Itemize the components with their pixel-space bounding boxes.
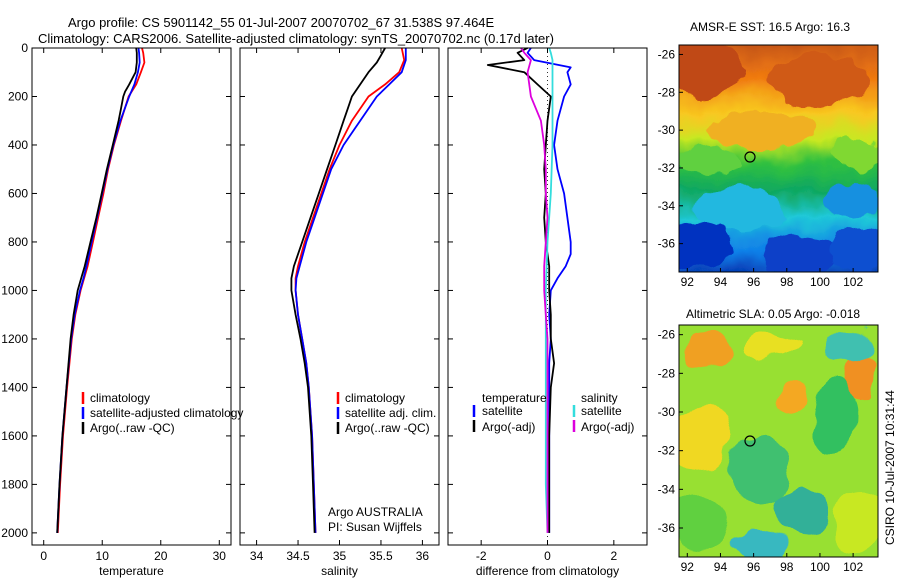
map-x-tick-label: 102: [843, 275, 863, 289]
x-tick-label: -2: [476, 549, 487, 563]
x-tick-label: 36: [416, 549, 430, 563]
legend-label-satellite: satellite-adjusted climatology: [90, 406, 243, 420]
figure-title-line1: Argo profile: CS 5901142_55 01-Jul-2007 …: [68, 15, 495, 30]
sst-map-title: AMSR-E SST: 16.5 Argo: 16.3: [690, 20, 850, 34]
x-tick-label: 30: [213, 549, 227, 563]
temperature-legend: climatology satellite-adjusted climatolo…: [81, 391, 243, 435]
x-tick-label: 2: [610, 549, 617, 563]
x-tick-label: 0: [40, 549, 47, 563]
series-line-satellite-adjusted-climatology: [56, 47, 141, 533]
map-x-tick-label: 94: [714, 275, 728, 289]
series-line-salinity-argo-adj-: [520, 47, 549, 533]
series-line-salinity-satellite: [544, 47, 554, 533]
salinity-legend: climatology satellite adj. clim. Argo(..…: [328, 391, 436, 534]
y-tick-label: 2000: [1, 526, 28, 540]
legend-label-sal-argo: Argo(-adj): [581, 420, 634, 434]
series-line-argo-raw-qc-: [56, 47, 138, 533]
figure-title-line2: Climatology: CARS2006. Satellite-adjuste…: [38, 31, 554, 46]
legend-label-satellite: satellite adj. clim.: [345, 406, 436, 420]
y-tick-label: 200: [8, 89, 28, 103]
map-x-tick-label: 96: [747, 275, 761, 289]
sst-map-frame: [678, 44, 879, 273]
map-y-tick-label: -30: [658, 405, 676, 419]
side-timestamp-label: CSIRO 10-Jul-2007 10:31:44: [883, 390, 897, 545]
y-tick-label: 0: [21, 41, 28, 55]
x-tick-label: 20: [154, 549, 168, 563]
x-tick-label: 35.5: [369, 549, 393, 563]
map-y-tick-label: -32: [658, 161, 676, 175]
y-tick-label: 1800: [1, 477, 28, 491]
series-line-temperature-argo-adj-: [486, 47, 555, 533]
map-y-tick-label: -26: [658, 47, 676, 61]
y-tick-label: 400: [8, 138, 28, 152]
map-x-tick-label: 98: [780, 275, 794, 289]
series-line-temperature-satellite: [526, 47, 572, 533]
salinity-panel: 34 34.5 35 35.5 36 salinity: [239, 47, 440, 578]
map-y-tick-label: -34: [658, 199, 676, 213]
legend-label-argo: Argo(..raw -QC): [90, 421, 175, 435]
legend-label-climatology: climatology: [345, 391, 405, 405]
x-tick-label: 34.5: [286, 549, 310, 563]
legend-label-sal-satellite: satellite: [581, 404, 622, 418]
x-tick-label: 0: [544, 549, 551, 563]
x-tick-label: 35: [333, 549, 347, 563]
map-x-tick-label: 92: [681, 275, 695, 289]
legend-heading-salinity: salinity: [581, 391, 618, 405]
sla-map-axes: 92 94 96 98 100 102 -26 -28 -30 -32 -34 -36: [658, 328, 864, 574]
y-tick-label: 1000: [1, 283, 28, 297]
x-tick-label: 10: [96, 549, 110, 563]
map-x-tick-label: 100: [810, 275, 830, 289]
series-line-satellite-adj-clim-: [294, 48, 407, 533]
map-x-tick-label: 96: [747, 560, 761, 574]
x-tick-label: 34: [250, 549, 264, 563]
sst-map: AMSR-E SST: 16.5 Argo: 16.3 92 94 96 98 100 1…: [658, 20, 879, 289]
map-x-tick-label: 98: [780, 560, 794, 574]
y-tick-label: 600: [8, 186, 28, 200]
map-y-tick-label: -32: [658, 444, 676, 458]
sla-map: Altimetric SLA: 0.05 Argo: -0.018 92 94 96…: [658, 307, 879, 574]
map-x-tick-label: 92: [681, 560, 695, 574]
map-x-tick-label: 102: [843, 560, 863, 574]
legend-label-temp-argo: Argo(-adj): [482, 420, 535, 434]
map-y-tick-label: -28: [658, 85, 676, 99]
map-y-tick-label: -30: [658, 123, 676, 137]
sst-argo-marker: [744, 151, 756, 163]
temperature-panel: 0 10 20 30 0 200 400 600 800 1000 1200 1400 1600 1800…: [1, 41, 232, 578]
sla-map-title: Altimetric SLA: 0.05 Argo: -0.018: [686, 307, 860, 321]
map-y-tick-label: -36: [658, 237, 676, 251]
x-axis-label: salinity: [321, 564, 358, 578]
sst-map-axes: 92 94 96 98 100 102 -26 -28 -30 -32 -34 -36: [658, 47, 864, 289]
sla-argo-marker: [744, 435, 756, 447]
series-line-argo-raw-qc-: [290, 47, 386, 533]
map-x-tick-label: 94: [714, 560, 728, 574]
legend-heading-temperature: temperature: [482, 391, 547, 405]
map-y-tick-label: -34: [658, 482, 676, 496]
y-tick-label: 1200: [1, 332, 28, 346]
legend-label-temp-satellite: satellite: [482, 404, 523, 418]
x-axis-label: temperature: [99, 564, 164, 578]
salinity-annotation-argo: Argo AUSTRALIA: [328, 505, 423, 519]
legend-label-climatology: climatology: [90, 391, 150, 405]
y-tick-label: 1400: [1, 380, 28, 394]
map-y-tick-label: -36: [658, 521, 676, 535]
series-line-climatology: [56, 47, 146, 533]
sla-map-frame: [678, 324, 879, 558]
legend-label-argo: Argo(..raw -QC): [345, 421, 430, 435]
map-x-tick-label: 100: [810, 560, 830, 574]
plot-frame: [31, 47, 232, 546]
map-y-tick-label: -28: [658, 366, 676, 380]
plot-frame: [239, 47, 440, 546]
map-y-tick-label: -26: [658, 328, 676, 342]
difference-legend: temperature satellite Argo(-adj) salinit…: [472, 391, 634, 434]
y-tick-label: 1600: [1, 429, 28, 443]
salinity-annotation-pi: PI: Susan Wijffels: [328, 520, 422, 534]
y-tick-label: 800: [8, 235, 28, 249]
x-axis-label: difference from climatology: [476, 564, 619, 578]
